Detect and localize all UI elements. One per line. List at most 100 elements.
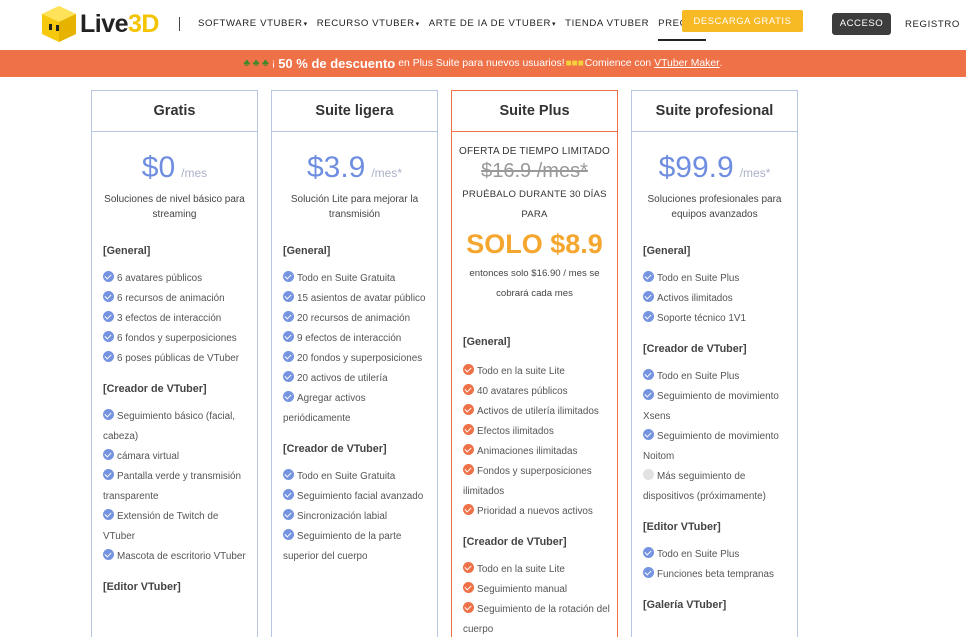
check-icon <box>643 429 654 440</box>
billing-note: entonces solo $16.90 / mes se cobrará ca… <box>469 268 600 299</box>
feature-item: Todo en la suite Lite <box>463 362 611 382</box>
section-heading: [Galería VTuber] <box>643 599 727 611</box>
check-icon <box>463 444 474 455</box>
check-icon <box>283 311 294 322</box>
section-heading: [Creador de VTuber] <box>283 443 387 455</box>
feature-list: Todo en Suite Plus Seguimiento de movimi… <box>632 367 797 507</box>
section-heading: [Creador de VTuber] <box>103 383 207 395</box>
check-icon <box>463 364 474 375</box>
plan-title: Suite profesional <box>632 91 797 132</box>
chevron-down-icon: ▾ <box>303 21 308 28</box>
feature-item: 20 fondos y superposiciones <box>283 349 431 369</box>
check-icon <box>103 331 114 342</box>
plan-card-free: Gratis $0/mes Soluciones de nivel básico… <box>91 90 258 637</box>
feature-item: Mascota de escritorio VTuber <box>103 547 251 567</box>
logo[interactable]: Live3D <box>40 4 159 44</box>
check-icon <box>103 509 114 520</box>
feature-item: Soporte técnico 1V1 <box>643 309 791 329</box>
feature-list: Todo en Suite Plus Activos ilimitados So… <box>632 269 797 329</box>
section-heading: [General] <box>283 245 331 257</box>
tree-icon: ♣ ♣ ♣ <box>243 58 269 69</box>
pending-icon <box>643 469 654 480</box>
feature-item: Efectos ilimitados <box>463 422 611 442</box>
check-icon <box>103 469 114 480</box>
login-button[interactable]: ACCESO <box>832 13 891 35</box>
feature-item: 3 efectos de interacción <box>103 309 251 329</box>
check-icon <box>463 404 474 415</box>
check-icon <box>103 291 114 302</box>
check-icon <box>283 271 294 282</box>
plan-card-plus: Suite Plus OFERTA DE TIEMPO LIMITADO $16… <box>451 90 618 637</box>
feature-item: Seguimiento de la rotación del cuerpo <box>463 602 610 635</box>
price-period: /mes <box>181 166 208 180</box>
plan-title: Gratis <box>92 91 257 132</box>
plan-price: $0 <box>141 151 176 184</box>
header-divider <box>179 17 180 31</box>
vtuber-maker-link[interactable]: VTuber Maker <box>654 58 720 69</box>
feature-item: Funciones beta tempranas <box>643 565 791 585</box>
check-icon <box>463 562 474 573</box>
feature-item: Seguimiento básico (facial, cabeza) <box>103 409 236 442</box>
check-icon <box>643 291 654 302</box>
check-icon <box>463 602 474 613</box>
check-icon <box>643 389 654 400</box>
price-period: /mes* <box>739 166 771 180</box>
check-icon <box>283 371 294 382</box>
plan-card-pro: Suite profesional $99.9/mes* Soluciones … <box>631 90 798 637</box>
check-icon <box>283 291 294 302</box>
feature-list: Todo en Suite Gratuita Seguimiento facia… <box>272 467 437 567</box>
feature-item: cámara virtual <box>103 447 251 467</box>
feature-item: 40 avatares públicos <box>463 382 611 402</box>
nav-tienda[interactable]: TIENDA VTUBER <box>565 18 650 29</box>
feature-list: Seguimiento básico (facial, cabeza) cáma… <box>92 407 257 567</box>
plan-card-lite: Suite ligera $3.9/mes* Solución Lite par… <box>271 90 438 637</box>
feature-item: Extensión de Twitch de VTuber <box>103 509 219 542</box>
download-button[interactable]: DESCARGA GRATIS <box>682 10 803 32</box>
check-icon <box>463 424 474 435</box>
feature-item: 9 efectos de interacción <box>283 329 431 349</box>
check-icon <box>643 369 654 380</box>
feature-item: Pantalla verde y transmisión transparent… <box>103 469 242 502</box>
promo-highlight: 50 % de descuento <box>278 56 396 71</box>
nav-precios[interactable]: PRECIOS <box>658 18 706 41</box>
check-icon <box>103 409 114 420</box>
section-heading: [Editor VTuber] <box>643 521 721 533</box>
site-header: Live3D SOFTWARE VTUBER▾ RECURSO VTUBER▾ … <box>0 0 966 50</box>
check-icon <box>643 567 654 578</box>
nav-software-vtuber[interactable]: SOFTWARE VTUBER▾ <box>198 18 308 29</box>
section-heading: [Creador de VTuber] <box>643 343 747 355</box>
feature-list: 6 avatares públicos 6 recursos de animac… <box>92 269 257 369</box>
check-icon <box>463 464 474 475</box>
check-icon <box>463 504 474 515</box>
check-icon <box>103 351 114 362</box>
check-icon <box>103 311 114 322</box>
section-heading: [Editor VTuber] <box>103 581 181 593</box>
feature-item: 20 activos de utilería <box>283 369 431 389</box>
plan-price: $3.9 <box>306 151 366 184</box>
feature-item: 6 fondos y superposiciones <box>103 329 251 349</box>
check-icon <box>103 271 114 282</box>
feature-item: Todo en la suite Lite <box>463 560 611 580</box>
nav-arte-ia[interactable]: ARTE DE IA DE VTUBER▾ <box>428 18 557 29</box>
feature-list: Todo en Suite Gratuita 15 asientos de av… <box>272 269 437 429</box>
feature-item: 6 avatares públicos <box>103 269 251 289</box>
register-link[interactable]: REGISTRO <box>905 19 960 30</box>
plan-description: Solución Lite para mejorar la transmisió… <box>290 194 419 220</box>
gift-icon: ■■■ <box>565 58 584 69</box>
cube-logo-icon <box>42 6 76 42</box>
feature-item: Fondos y superposiciones ilimitados <box>463 464 592 497</box>
nav-recurso-vtuber[interactable]: RECURSO VTUBER▾ <box>316 18 420 29</box>
check-icon <box>283 331 294 342</box>
feature-list: Todo en la suite Lite Seguimiento manual… <box>452 560 617 637</box>
main-nav: SOFTWARE VTUBER▾ RECURSO VTUBER▾ ARTE DE… <box>198 18 715 41</box>
limited-offer-label: OFERTA DE TIEMPO LIMITADO <box>459 146 610 157</box>
feature-item: Seguimiento de movimiento Xsens <box>643 389 779 422</box>
feature-item: Más seguimiento de dispositivos (próxima… <box>643 469 766 502</box>
check-icon <box>103 549 114 560</box>
check-icon <box>103 449 114 460</box>
check-icon <box>643 271 654 282</box>
chevron-down-icon: ▾ <box>551 21 557 28</box>
feature-item: 6 recursos de animación <box>103 289 251 309</box>
section-heading: [General] <box>463 336 511 348</box>
feature-item: 15 asientos de avatar público <box>283 289 431 309</box>
